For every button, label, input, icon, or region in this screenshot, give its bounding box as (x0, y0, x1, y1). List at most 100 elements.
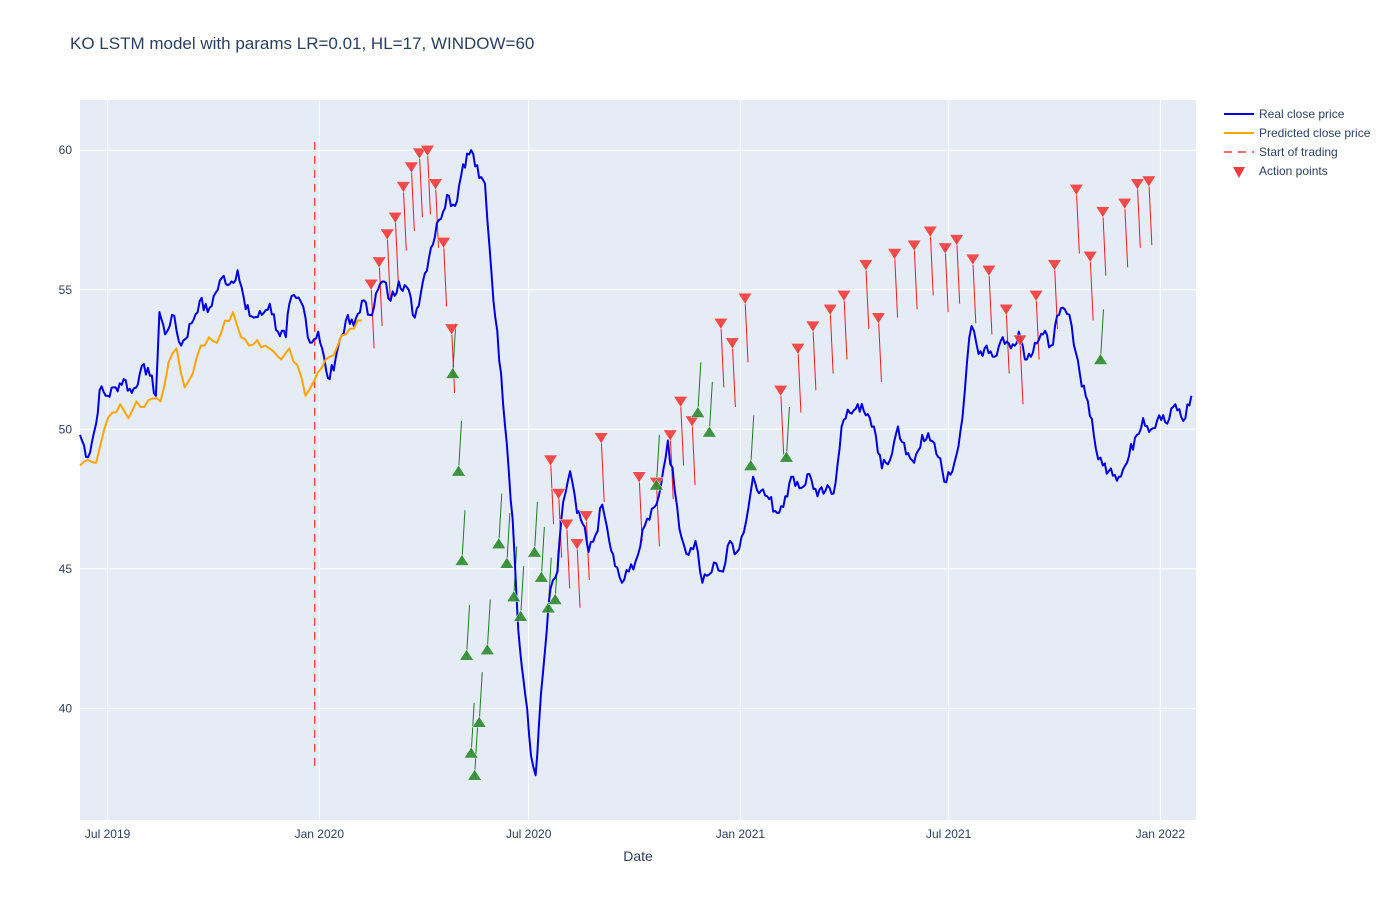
sell-connector (378, 261, 383, 327)
sell-connector (386, 233, 391, 299)
buy-action-marker (454, 553, 470, 566)
sell-connector (418, 152, 423, 218)
sell-connector (956, 239, 961, 304)
buy-connector (470, 702, 475, 754)
sell-connector (394, 217, 399, 282)
sell-connector (720, 323, 725, 388)
buy-action-marker (526, 545, 542, 558)
sell-connector (600, 437, 605, 502)
y-tick-label: 50 (59, 422, 73, 436)
chart-title: KO LSTM model with params LR=0.01, HL=17… (70, 34, 535, 53)
sell-action-marker (379, 228, 395, 241)
sell-connector (731, 342, 736, 408)
legend[interactable]: Real close price Predicted close price S… (1224, 107, 1371, 178)
sell-action-marker (631, 471, 647, 484)
x-tick-label: Jul 2020 (506, 827, 552, 841)
buy-connector (540, 526, 545, 578)
sell-connector (576, 543, 581, 608)
buy-connector (697, 362, 702, 413)
sell-action-marker (551, 488, 567, 500)
x-tick-label: Jan 2021 (716, 827, 766, 841)
sell-action-marker (887, 248, 903, 260)
buy-connector (452, 323, 457, 374)
buy-action-marker (491, 537, 507, 549)
sell-connector (1148, 180, 1153, 246)
sell-connector (1089, 256, 1094, 321)
buy-action-marker (459, 648, 475, 661)
sell-action-marker (724, 337, 740, 350)
sell-connector (680, 401, 685, 466)
sell-action-marker (773, 384, 789, 397)
sell-action-marker (998, 304, 1014, 316)
sell-action-marker (981, 264, 997, 277)
sell-action-marker (790, 343, 806, 355)
action-markers (363, 144, 1157, 781)
sell-action-marker (1117, 198, 1133, 210)
sell-action-marker (737, 292, 753, 305)
y-tick-label: 60 (59, 143, 73, 157)
buy-action-marker (1093, 353, 1108, 365)
real-close-price-line (79, 149, 1193, 777)
buy-action-marker (547, 593, 563, 605)
legend-label-real[interactable]: Real close price (1259, 107, 1345, 121)
buy-action-marker (451, 464, 466, 477)
buy-connector (461, 510, 466, 561)
y-tick-label: 55 (59, 283, 73, 297)
buy-action-marker (743, 459, 759, 471)
sell-action-marker (371, 256, 387, 269)
x-tick-label: Jan 2022 (1136, 827, 1186, 841)
buy-action-marker (506, 590, 522, 602)
buy-connector (474, 725, 479, 776)
buy-connector (506, 512, 511, 564)
sell-action-marker (937, 242, 953, 255)
series-lines (79, 141, 1193, 777)
buy-connector (478, 672, 483, 723)
sell-action-marker (569, 538, 585, 551)
sell-action-marker (805, 320, 821, 333)
sell-action-marker (713, 318, 729, 330)
sell-connector (944, 247, 949, 313)
sell-action-marker (444, 323, 460, 336)
sell-action-marker (1068, 184, 1084, 196)
sell-connector (1102, 211, 1107, 276)
sell-connector (929, 231, 934, 296)
sell-action-marker (559, 518, 575, 531)
sell-connector (843, 295, 848, 360)
sell-connector (797, 348, 802, 413)
predicted-close-price-line (79, 311, 362, 467)
legend-label-trading-start[interactable]: Start of trading (1259, 145, 1338, 159)
buy-connector (520, 566, 525, 617)
buy-action-marker (513, 609, 529, 622)
sell-action-marker (363, 278, 379, 291)
legend-label-predicted[interactable]: Predicted close price (1259, 126, 1371, 140)
prediction-connectors (370, 150, 1153, 776)
y-tick-label: 45 (59, 562, 73, 576)
buy-connector (655, 434, 660, 486)
sell-connector (691, 420, 696, 486)
sell-action-marker (822, 304, 838, 316)
sell-connector (894, 253, 899, 318)
sell-action-marker (922, 225, 938, 238)
buy-connector (498, 493, 503, 544)
sell-connector (443, 242, 448, 307)
sell-connector (410, 166, 415, 232)
sell-action-marker (411, 147, 427, 160)
y-tick-label: 40 (59, 701, 73, 715)
sell-action-marker (1141, 175, 1157, 188)
x-tick-label: Jul 2021 (926, 827, 972, 841)
sell-action-marker (673, 396, 689, 408)
sell-connector (550, 459, 555, 525)
sell-connector (829, 309, 834, 374)
buy-action-marker (471, 715, 487, 728)
buy-connector (466, 605, 471, 656)
y-ticks: 40 45 50 55 60 (59, 143, 73, 715)
sell-connector (744, 298, 749, 363)
sell-connector (877, 317, 882, 382)
sell-action-marker (949, 234, 965, 247)
sell-connector (812, 326, 817, 391)
sell-action-marker (965, 253, 981, 266)
buy-action-marker (648, 478, 664, 491)
legend-label-action[interactable]: Action points (1259, 164, 1328, 178)
sell-action-marker (662, 429, 678, 442)
